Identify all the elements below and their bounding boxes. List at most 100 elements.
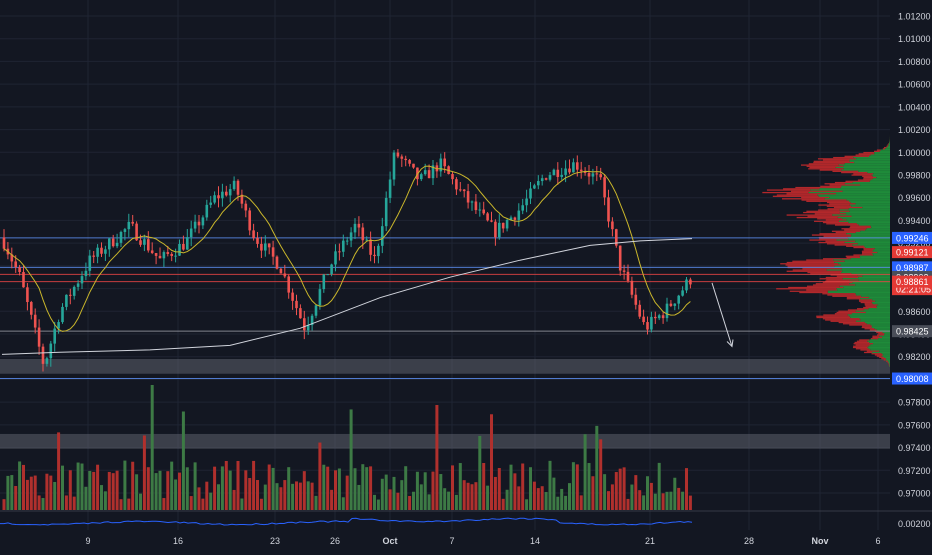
candle-body <box>537 181 540 185</box>
volume-bar <box>57 432 60 510</box>
vp-row-down <box>767 189 810 190</box>
vp-row-up <box>817 194 890 195</box>
candle-body <box>596 173 599 174</box>
candle-body <box>155 253 158 256</box>
price-axis[interactable]: 1.012001.010001.008001.006001.004001.002… <box>892 12 932 530</box>
candle-body <box>326 274 329 275</box>
vp-row-up <box>851 216 890 217</box>
vp-row-down <box>884 147 887 148</box>
vp-row-up <box>871 324 890 325</box>
vp-row-up <box>860 184 890 185</box>
candle-body <box>599 174 602 177</box>
vp-row-down <box>858 179 871 180</box>
candle-body <box>373 255 376 256</box>
vp-row-up <box>845 242 890 243</box>
vp-row-down <box>863 177 876 178</box>
vp-row-down <box>865 306 876 307</box>
vp-row-down <box>856 348 869 349</box>
volume-bar <box>365 467 368 510</box>
candle-body <box>217 195 220 198</box>
candle-body <box>354 224 357 233</box>
vp-row-up <box>846 233 890 234</box>
vp-row-up <box>869 156 890 157</box>
vp-row-down <box>837 276 863 277</box>
volume-bar <box>420 484 423 510</box>
vp-row-down <box>786 264 841 265</box>
volume-bar <box>311 483 314 510</box>
vp-row-up <box>839 164 890 165</box>
vp-row-up <box>852 313 890 314</box>
candle-body <box>163 252 166 258</box>
vp-row-up <box>850 159 890 160</box>
volume-bar <box>49 476 52 510</box>
candle-body <box>592 173 595 176</box>
volume-bar <box>451 465 454 510</box>
candle-body <box>128 222 131 229</box>
vp-row-down <box>817 218 842 219</box>
candle-body <box>443 159 446 167</box>
vp-row-down <box>813 284 855 285</box>
vp-row-up <box>856 321 890 322</box>
vp-row-up <box>844 168 890 169</box>
candle-body <box>77 283 80 286</box>
volume-bar <box>529 467 532 510</box>
vp-row-up <box>855 241 890 242</box>
volume-bar <box>361 464 364 510</box>
candle-body <box>638 305 641 317</box>
candle-body <box>525 199 528 206</box>
vp-row-up <box>882 353 890 354</box>
vp-row-down <box>862 251 873 252</box>
volume-bar <box>611 484 614 510</box>
vp-row-down <box>863 307 877 308</box>
candle-body <box>455 179 458 189</box>
vp-row-up <box>873 254 890 255</box>
vp-row-down <box>881 358 886 359</box>
vp-row-up <box>848 314 890 315</box>
vp-row-up <box>869 297 890 298</box>
vp-row-up <box>876 177 890 178</box>
vp-row-down <box>802 268 841 269</box>
vp-row-down <box>816 316 849 317</box>
vp-row-up <box>859 224 890 225</box>
vp-row-down <box>877 356 882 357</box>
time-tick-label: 7 <box>449 536 454 546</box>
volume-bar <box>560 489 563 510</box>
vp-row-down <box>850 227 872 228</box>
volume-bar <box>198 487 201 510</box>
time-tick-label: 26 <box>330 536 340 546</box>
vp-row-up <box>849 316 890 317</box>
volume-bar <box>322 465 325 510</box>
volume-bar <box>77 463 80 510</box>
vp-row-down <box>850 226 871 227</box>
candle-body <box>26 287 29 302</box>
vp-row-up <box>867 172 890 173</box>
vp-row-down <box>853 173 873 174</box>
vp-row-down <box>809 163 845 164</box>
volume-bar <box>510 465 513 510</box>
vp-row-down <box>814 161 850 162</box>
candle-body <box>159 256 162 258</box>
vp-row-up <box>869 342 890 343</box>
vp-row-up <box>858 277 890 278</box>
volume-bar <box>42 498 45 510</box>
vp-row-down <box>780 263 838 264</box>
vp-row-down <box>806 289 837 290</box>
candle-body <box>611 221 614 229</box>
vp-row-down <box>862 253 872 254</box>
volume-bar <box>244 470 247 510</box>
volume-bar <box>525 499 528 510</box>
volume-bar <box>482 463 485 510</box>
vp-row-down <box>807 286 840 287</box>
vp-row-down <box>863 152 874 153</box>
vp-row-up <box>874 328 890 329</box>
vp-row-up <box>850 161 890 162</box>
vp-row-up <box>860 257 890 258</box>
vp-row-up <box>845 183 890 184</box>
vp-row-up <box>851 202 890 203</box>
candle-body <box>248 210 251 230</box>
vp-row-down <box>827 294 856 295</box>
vp-row-down <box>807 166 844 167</box>
vp-row-down <box>787 193 836 194</box>
